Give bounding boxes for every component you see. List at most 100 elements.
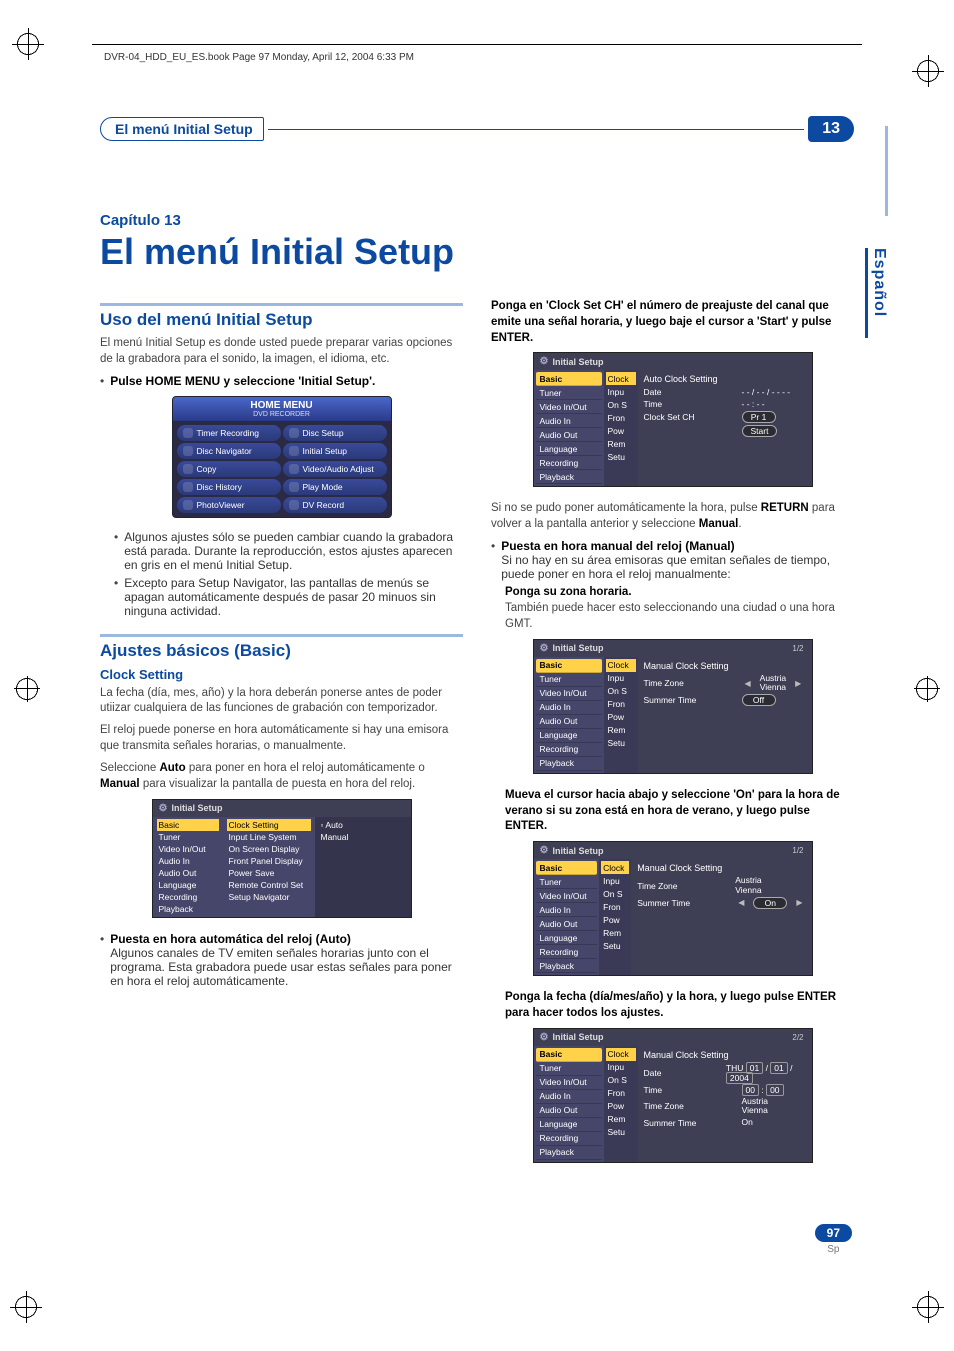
- manual-clock-osd-3: 2/2 Initial Setup BasicTunerVideo In/Out…: [533, 1028, 813, 1163]
- osd-submenu-item: Fron: [606, 698, 636, 711]
- osd-field-row: Start: [644, 425, 806, 437]
- osd-field-row: Time00 : 00: [644, 1085, 806, 1095]
- header-rule: [92, 44, 862, 45]
- osd-nav-item: Basic: [536, 861, 598, 875]
- osd-field-row: DateTHU 01 / 01 / 2004: [644, 1063, 806, 1083]
- lead-instruction: Ponga en 'Clock Set CH' el número de pre…: [491, 299, 854, 347]
- left-column: Uso del menú Initial Setup El menú Initi…: [100, 299, 463, 1177]
- osd-submenu-item: Fron: [606, 1087, 636, 1100]
- osd-submenu-item: Front Panel Display: [227, 855, 311, 867]
- text-part: para poner en hora el reloj automáticame…: [186, 762, 425, 774]
- substep-bold: Ponga su zona horaria.: [505, 586, 632, 598]
- page-lang: Sp: [815, 1244, 852, 1255]
- home-menu-osd: HOME MENU DVD RECORDER Timer RecordingDi…: [172, 396, 392, 518]
- step-body: Si no hay en su área emisoras que emitan…: [501, 553, 830, 581]
- step-label: Puesta en hora manual del reloj (Manual): [501, 539, 734, 553]
- osd-submenu-item: Pow: [601, 913, 629, 926]
- clock-paragraph: El reloj puede ponerse en hora automátic…: [100, 723, 463, 755]
- osd-field-row: Time- - : - -: [644, 399, 806, 409]
- bullet-dot: •: [114, 530, 118, 572]
- osd-submenu-item: Rem: [606, 437, 636, 450]
- clock-paragraph: La fecha (día, mes, año) y la hora deber…: [100, 686, 463, 718]
- step-text: Puesta en hora manual del reloj (Manual)…: [501, 539, 854, 581]
- initial-setup-osd: Initial Setup BasicTunerVideo In/OutAudi…: [152, 799, 412, 918]
- auto-clock-osd: Initial Setup BasicTunerVideo In/OutAudi…: [533, 352, 813, 487]
- crop-mark: [12, 28, 44, 60]
- osd-nav-item: Tuner: [536, 673, 602, 687]
- osd-page-indicator: 2/2: [792, 1033, 803, 1042]
- osd-title-text: Initial Setup: [171, 803, 222, 813]
- section-rule: [268, 129, 805, 130]
- manual-clock-osd-1: 1/2 Initial Setup BasicTunerVideo In/Out…: [533, 639, 813, 774]
- home-menu-title-text: HOME MENU: [250, 400, 312, 411]
- heading-basic: Ajustes básicos (Basic): [100, 634, 463, 661]
- osd-title-text: Initial Setup: [552, 643, 603, 653]
- osd-nav-item: Language: [536, 1118, 602, 1132]
- osd-submenu-item: Setu: [606, 450, 636, 463]
- osd-nav-item: Language: [536, 442, 602, 456]
- osd-heading: Manual Clock Setting: [644, 661, 806, 671]
- bullet-dot: •: [491, 539, 495, 581]
- osd-nav-item: Audio Out: [157, 867, 219, 879]
- osd-nav-item: Basic: [536, 659, 602, 673]
- note-bullet: • Excepto para Setup Navigator, las pant…: [114, 576, 463, 618]
- section-title-bar: El menú Initial Setup 13: [100, 116, 854, 142]
- step-text: Puesta en hora automática del reloj (Aut…: [110, 932, 463, 988]
- text-bold: Manual: [100, 778, 140, 790]
- step-body: Algunos canales de TV emiten señales hor…: [110, 946, 452, 988]
- step-instruction: Mueva el cursor hacia abajo y seleccione…: [505, 788, 854, 836]
- osd-submenu-item: Rem: [601, 926, 629, 939]
- osd-nav-item: Recording: [536, 456, 602, 470]
- osd-nav-item: Playback: [536, 1146, 602, 1160]
- osd-nav-item: Recording: [536, 743, 602, 757]
- print-header: DVR-04_HDD_EU_ES.book Page 97 Monday, Ap…: [104, 52, 414, 63]
- osd-nav-item: Audio Out: [536, 715, 602, 729]
- osd-submenu-item: On S: [606, 685, 636, 698]
- osd-option: ▫ Auto: [319, 819, 407, 831]
- home-menu-subtitle: DVD RECORDER: [173, 411, 391, 418]
- osd-submenu-item: Clock: [606, 372, 636, 385]
- substep: Ponga su zona horaria. También puede hac…: [505, 585, 854, 633]
- osd-title-text: Initial Setup: [552, 357, 603, 367]
- home-menu-item: Play Mode: [283, 479, 387, 495]
- home-menu-item: Disc Navigator: [177, 443, 281, 459]
- crop-mark: [912, 55, 944, 87]
- step-instruction: Ponga la fecha (día/mes/año) y la hora, …: [505, 990, 854, 1022]
- osd-nav-item: Recording: [536, 1132, 602, 1146]
- page-footer: 97 Sp: [815, 1224, 852, 1255]
- osd-field-row: Summer Time◀On▶: [637, 897, 805, 909]
- osd-field-row: Time ZoneAustriaVienna: [637, 876, 805, 895]
- osd-title: Initial Setup: [534, 1029, 812, 1046]
- osd-nav-item: Playback: [536, 959, 598, 973]
- osd-nav-item: Audio Out: [536, 917, 598, 931]
- osd-nav-item: Audio In: [157, 855, 219, 867]
- heading-uso: Uso del menú Initial Setup: [100, 303, 463, 330]
- text-bold: Auto: [159, 762, 185, 774]
- step-bullet: • Puesta en hora manual del reloj (Manua…: [491, 539, 854, 581]
- osd-nav-item: Audio In: [536, 414, 602, 428]
- text-part: para visualizar la pantalla de puesta en…: [140, 778, 416, 790]
- side-tab-accent: [885, 126, 888, 216]
- osd-title: Initial Setup: [534, 842, 812, 859]
- osd-submenu-item: Rem: [606, 1113, 636, 1126]
- osd-submenu-item: Clock: [606, 1048, 636, 1061]
- text-bold: Manual: [699, 518, 739, 530]
- osd-nav-item: Recording: [536, 945, 598, 959]
- osd-field-row: Clock Set CHPr 1: [644, 411, 806, 423]
- osd-submenu-item: Setu: [606, 1126, 636, 1139]
- bullet-dot: •: [100, 932, 104, 988]
- osd-submenu-item: On S: [606, 1074, 636, 1087]
- home-menu-item: DV Record: [283, 497, 387, 513]
- osd-nav-item: Video In/Out: [536, 687, 602, 701]
- step-label: Puesta en hora automática del reloj (Aut…: [110, 932, 351, 946]
- osd-nav-item: Basic: [157, 819, 219, 831]
- osd-title: Initial Setup: [534, 640, 812, 657]
- step-bullet: • Puesta en hora automática del reloj (A…: [100, 932, 463, 988]
- text-part: Si no se pudo poner automáticamente la h…: [491, 502, 761, 514]
- manual-clock-osd-2: 1/2 Initial Setup BasicTunerVideo In/Out…: [533, 841, 813, 976]
- osd-submenu-item: Pow: [606, 1100, 636, 1113]
- chapter-title: El menú Initial Setup: [100, 233, 854, 271]
- osd-nav-item: Playback: [536, 757, 602, 771]
- osd-submenu-item: On S: [601, 887, 629, 900]
- language-side-tab: Español: [865, 248, 888, 338]
